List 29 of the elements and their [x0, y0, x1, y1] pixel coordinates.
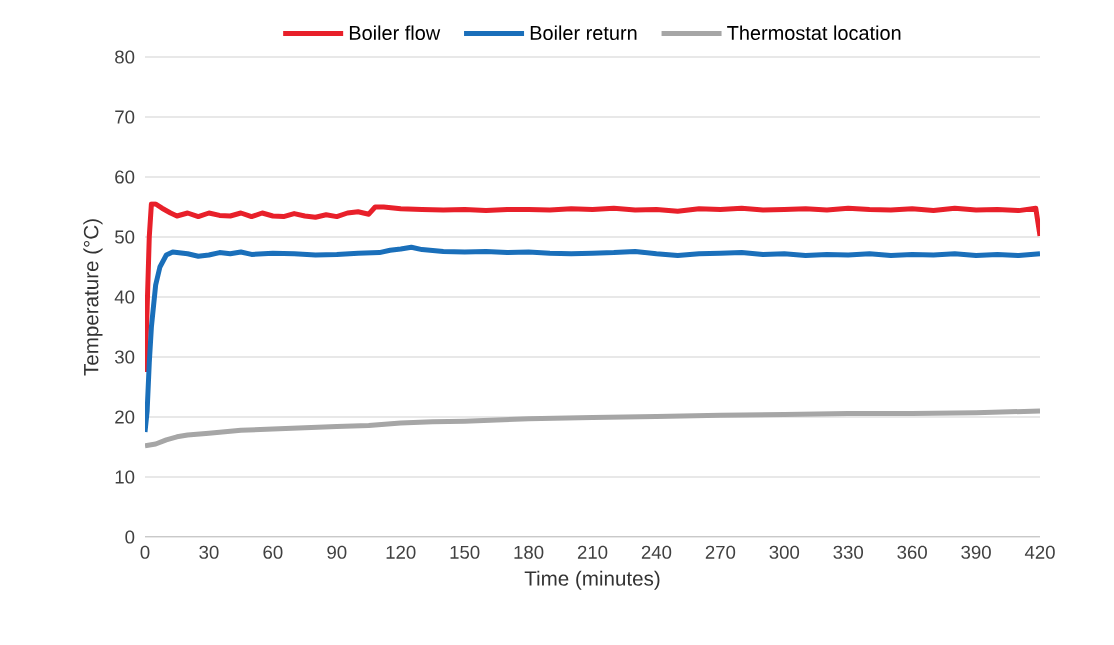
x-tick-label: 420 — [1024, 545, 1055, 559]
y-tick-label: 0 — [125, 530, 135, 544]
x-tick-label: 270 — [705, 545, 736, 559]
x-tick-label: 30 — [199, 545, 219, 559]
legend-label: Boiler flow — [349, 25, 441, 41]
x-tick-label: 150 — [450, 545, 480, 559]
x-axis-title: Time (minutes) — [524, 570, 660, 590]
y-tick-label: 30 — [115, 350, 135, 364]
legend-label: Thermostat location — [727, 25, 901, 41]
x-tick-label: 300 — [769, 545, 800, 559]
y-tick-label: 20 — [115, 410, 135, 424]
x-tick-label: 180 — [514, 545, 544, 559]
x-tick-label: 360 — [897, 545, 927, 559]
x-tick-label: 240 — [641, 545, 672, 559]
x-tick-label: 330 — [833, 545, 864, 559]
y-tick-label: 40 — [114, 290, 135, 304]
y-tick-label: 70 — [115, 110, 135, 124]
x-tick-label: 210 — [577, 545, 608, 559]
legend-label: Boiler return — [530, 25, 637, 41]
x-tick-label: 390 — [961, 545, 991, 559]
x-tick-label: 90 — [327, 545, 347, 559]
y-axis-title: Temperature (°C) — [83, 219, 103, 376]
x-tick-label: 120 — [386, 545, 416, 559]
x-tick-label: 0 — [140, 545, 150, 559]
y-tick-label: 60 — [115, 170, 135, 184]
y-tick-label: 50 — [115, 230, 135, 244]
y-tick-label: 80 — [115, 50, 135, 64]
y-tick-label: 10 — [115, 470, 135, 484]
x-tick-label: 60 — [263, 545, 283, 559]
